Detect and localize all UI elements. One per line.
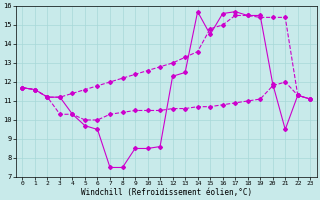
X-axis label: Windchill (Refroidissement éolien,°C): Windchill (Refroidissement éolien,°C) (81, 188, 252, 197)
